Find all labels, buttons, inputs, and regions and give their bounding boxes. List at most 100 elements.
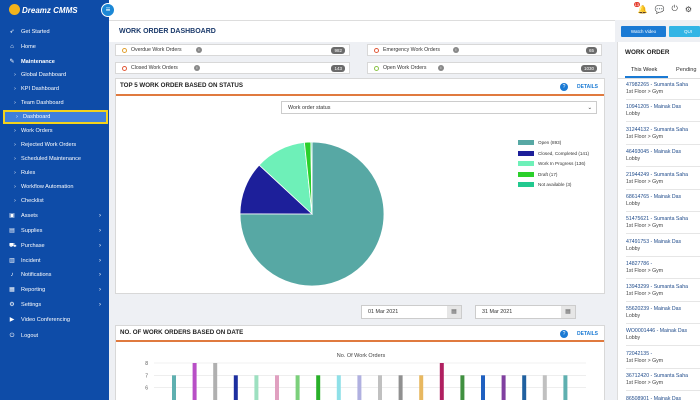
gear-icon[interactable]: ⚙ [684, 4, 692, 14]
watch-video-button[interactable]: Watch Video [621, 26, 666, 37]
bar-d13[interactable] [419, 375, 424, 400]
legend-item[interactable]: Work In Progress (136) [518, 161, 585, 166]
bar-d14[interactable] [439, 363, 444, 400]
sidebar-item-kpi-dashboard[interactable]: › KPI Dashboard [0, 83, 109, 95]
bar-d20[interactable] [563, 375, 568, 400]
emergency-work-orders-stat[interactable]: Emergency Work Orders i 65 [367, 44, 602, 56]
chat-icon[interactable]: 💬 [654, 4, 665, 14]
sidebar-item-purchase[interactable]: ⛟ Purchase › [0, 240, 109, 252]
bar-d17[interactable] [501, 375, 506, 400]
from-date-field[interactable]: 01 Mar 2021 ▦ [361, 305, 462, 319]
bar-d16[interactable] [481, 375, 485, 400]
hamburger-menu-icon[interactable]: ≡ [101, 3, 115, 17]
info-icon: i [196, 47, 202, 53]
sidebar-item-team-dashboard[interactable]: › Team Dashboard [0, 97, 109, 109]
work-order-list-item[interactable]: WO0001446 - Mainak Das Lobby [626, 328, 700, 342]
chevron-right-icon: › [99, 272, 101, 278]
chevron-right-icon: › [14, 100, 16, 106]
work-order-list-item[interactable]: 21944249 - Sumanta Saha 1st Floor > Gym [626, 172, 700, 186]
bar-d15[interactable] [460, 375, 465, 400]
work-order-status-select[interactable]: Work order status ⌄ [281, 101, 597, 114]
sidebar-item-label: Work Orders [21, 128, 53, 134]
sidebar-item-supplies[interactable]: ▤ Supplies › [0, 225, 109, 237]
sidebar-item-workflow-automation[interactable]: › Workflow Automation [0, 181, 109, 193]
help-icon[interactable]: ? [560, 330, 568, 338]
sidebar-item-label: Checklist [21, 198, 44, 204]
sidebar-item-get-started[interactable]: ➶ Get Started [0, 26, 109, 38]
work-order-location: 1st Floor > Gym [626, 178, 664, 185]
quick-button[interactable]: QUI [669, 26, 700, 37]
notification-bell-icon[interactable]: 🔔 13 [633, 1, 648, 14]
sidebar-item-work-orders[interactable]: › Work Orders [0, 125, 109, 137]
sidebar-item-settings[interactable]: ⚙ Settings › [0, 299, 109, 311]
work-order-list-item[interactable]: 72042135 -1st Floor > Gym [626, 351, 700, 365]
work-order-list-item[interactable]: 51475621 - Sumanta Saha 1st Floor > Gym [626, 216, 700, 230]
closed-work-orders-stat[interactable]: Closed Work Orders i 143 [115, 62, 350, 74]
work-order-list-item[interactable]: 68614765 - Mainak Das Lobby [626, 194, 700, 208]
sidebar-item-logout[interactable]: ⏻ Logout [0, 330, 109, 342]
bar-d11[interactable] [378, 375, 382, 400]
bar-d9[interactable] [336, 375, 341, 400]
work-order-list-item[interactable]: 10941205 - Mainak Das Lobby [626, 104, 700, 118]
bar-d5[interactable] [254, 375, 259, 400]
legend-label: Open (893) [538, 140, 562, 145]
date-details-link[interactable]: DETAILS [577, 331, 599, 337]
sidebar-item-notifications[interactable]: ♪ Notifications › [0, 269, 109, 281]
work-order-list-item[interactable]: 46493045 - Mainak Das Lobby [626, 149, 700, 163]
bar-d19[interactable] [542, 375, 547, 400]
stat-value: 1030 [580, 64, 597, 72]
legend-item[interactable]: Draft (17) [518, 171, 557, 177]
sidebar-item-rules[interactable]: › Rules [0, 167, 109, 179]
work-order-list-item[interactable]: 47491753 - Mainak Das Lobby [626, 239, 700, 253]
bar-d4[interactable] [233, 375, 238, 400]
sidebar-item-maintenance[interactable]: ✎ Maintenance [0, 56, 109, 68]
pie-slice-open[interactable] [239, 141, 385, 287]
bar-d3[interactable] [213, 363, 218, 400]
work-order-list-item[interactable]: 55620239 - Mainak Das Lobby [626, 306, 700, 320]
y-tick-label: 7 [145, 373, 148, 379]
tab-this-week[interactable]: This Week [631, 67, 658, 73]
work-order-list-item[interactable]: 36712420 - Sumanta Saha 1st Floor > Gym [626, 373, 700, 387]
bar-d8[interactable] [316, 375, 321, 400]
bar-chart-title: No. Of Work Orders [337, 353, 386, 359]
bar-d6[interactable] [275, 375, 279, 400]
sidebar-item-scheduled-maintenance[interactable]: › Scheduled Maintenance [0, 153, 109, 165]
overdue-work-orders-stat[interactable]: Overdue Work Orders i 982 [115, 44, 350, 56]
legend-item[interactable]: Not available (3) [518, 182, 571, 187]
sidebar-item-dashboard[interactable]: › Dashboard [3, 110, 108, 124]
tab-pending[interactable]: Pending [676, 67, 697, 73]
status-pie-chart [239, 141, 385, 287]
sidebar-item-home[interactable]: ⌂ Home [0, 41, 109, 53]
work-order-title: 10941205 - Mainak Das [626, 104, 682, 111]
power-icon[interactable]: ⏻ [671, 4, 678, 13]
bar-d1[interactable] [172, 375, 176, 400]
work-order-list-item[interactable]: 14827786 -1st Floor > Gym [626, 261, 700, 275]
calendar-icon[interactable]: ▦ [447, 306, 461, 318]
legend-item[interactable]: Open (893) [518, 140, 561, 145]
app-logo[interactable]: Dreamz CMMS [0, 0, 109, 20]
sidebar-item-video-conferencing[interactable]: ▶ Video Conferencing [0, 314, 109, 326]
sidebar-item-label: Notifications [21, 272, 52, 278]
calendar-icon[interactable]: ▦ [561, 306, 575, 318]
work-order-list-item[interactable]: 31244132 - Sumanta Saha 1st Floor > Gym [626, 127, 700, 141]
sidebar-item-reporting[interactable]: ▦ Reporting › [0, 284, 109, 296]
status-details-link[interactable]: DETAILS [577, 84, 599, 90]
open-work-orders-stat[interactable]: Open Work Orders i 1030 [367, 62, 602, 74]
bar-d2[interactable] [192, 363, 197, 400]
work-order-list-item[interactable]: 47982265 - Sumanta Saha 1st Floor > Gym [626, 82, 700, 96]
bar-d12[interactable] [398, 375, 403, 400]
help-icon[interactable]: ? [560, 83, 568, 91]
bar-d7[interactable] [295, 375, 300, 400]
bar-d10[interactable] [357, 375, 362, 400]
sidebar-item-incident[interactable]: ▥ Incident › [0, 255, 109, 267]
work-order-list-item[interactable]: 13943299 - Sumanta Saha 1st Floor > Gym [626, 284, 700, 298]
bar-d18[interactable] [522, 375, 527, 400]
pie-slice-not-available[interactable] [310, 141, 313, 215]
to-date-field[interactable]: 31 Mar 2021 ▦ [475, 305, 576, 319]
sidebar-item-global-dashboard[interactable]: › Global Dashboard [0, 69, 109, 81]
sidebar-item-checklist[interactable]: › Checklist [0, 195, 109, 207]
sidebar-item-assets[interactable]: ▣ Assets › [0, 210, 109, 222]
legend-item[interactable]: Closed, Completed (141) [518, 150, 589, 156]
sidebar-item-rejected-work-orders[interactable]: › Rejected Work Orders [0, 139, 109, 151]
